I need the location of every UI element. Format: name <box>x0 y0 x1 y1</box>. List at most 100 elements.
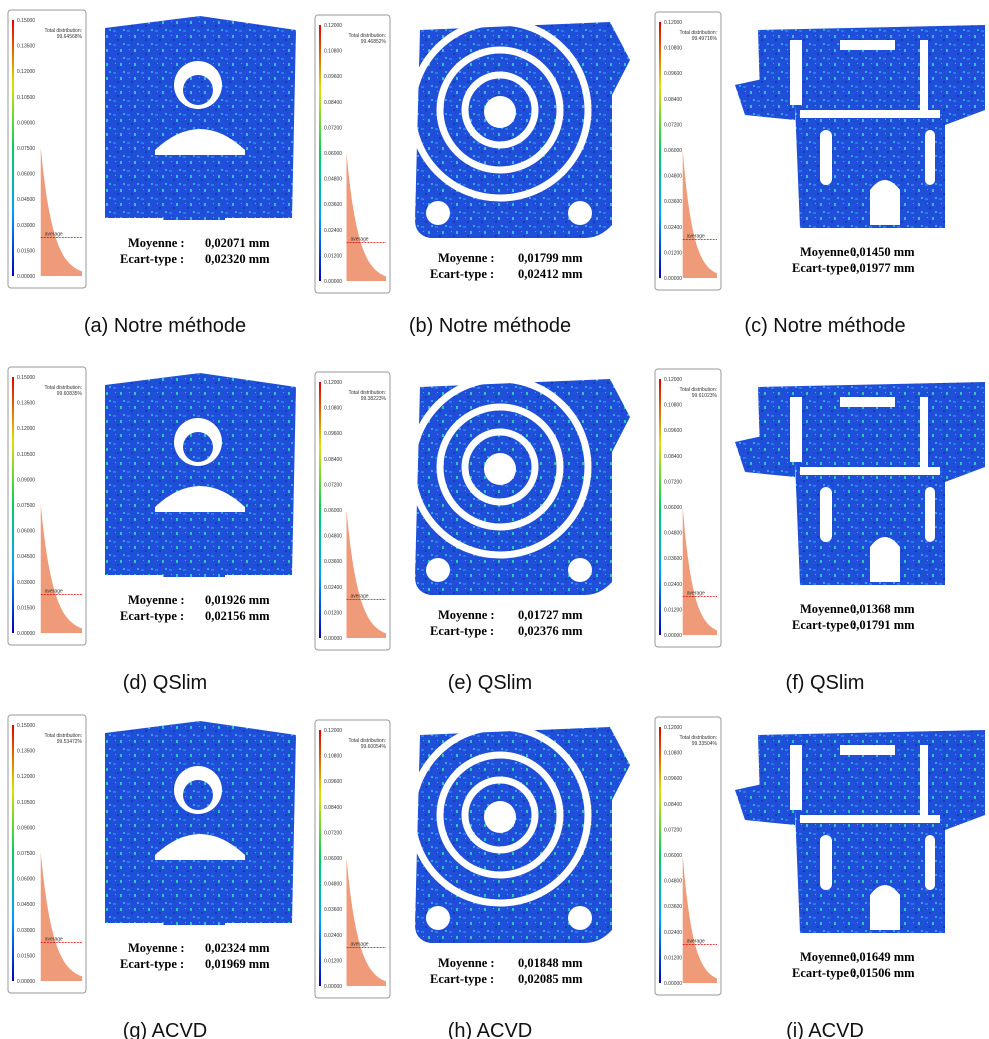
mean-label: Moyenne : <box>128 236 185 250</box>
mesh-hole <box>568 906 592 930</box>
scale-tick-label: 0.06000 <box>664 505 682 511</box>
mean-label: Moyenne : <box>128 941 185 955</box>
panel: 0.12000 0.10800 0.09600 0.08400 0.07200 0.060… <box>654 368 985 694</box>
scale-tick-label: 0.12000 <box>324 380 342 386</box>
histogram <box>346 858 386 986</box>
scale-tick-label: 0.04800 <box>324 177 342 183</box>
scale-tick-label: 0.12000 <box>324 23 342 29</box>
mean-label: Moyenne : <box>438 608 495 622</box>
scale-tick-label: 0.00000 <box>17 274 35 280</box>
scale-tick-label: 0.00000 <box>664 981 682 987</box>
scale-tick-label: 0.04800 <box>664 879 682 885</box>
scale-tick-label: 0.12000 <box>664 725 682 731</box>
scale-tick-label: 0.10500 <box>17 452 35 458</box>
caption: (a) Notre méthode <box>84 315 246 337</box>
scale-tick-label: 0.08400 <box>664 454 682 460</box>
caption: (d) QSlim <box>123 672 207 694</box>
scale-tick-label: 0.04500 <box>17 902 35 908</box>
scale-tick-label: 0.02400 <box>324 933 342 939</box>
scale-tick-label: 0.03600 <box>664 199 682 205</box>
scale-box <box>314 719 391 999</box>
total-value: 99.38223% <box>361 396 387 402</box>
mesh-gap <box>920 40 928 110</box>
scale-tick-label: 0.06000 <box>664 853 682 859</box>
scale-tick-label: 0.08400 <box>324 100 342 106</box>
mesh-ring <box>436 46 564 174</box>
color-bar <box>12 725 14 981</box>
histogram <box>40 853 82 981</box>
scale-tick-label: 0.13500 <box>17 401 35 407</box>
mesh-gap <box>925 487 935 542</box>
mesh-gap <box>920 397 928 467</box>
panel: 0.15000 0.13500 0.12000 0.10500 0.09000 0.075… <box>7 366 296 694</box>
scale-tick-label: 0.09600 <box>664 776 682 782</box>
mesh-hole <box>484 453 516 485</box>
mesh-ring <box>436 403 564 531</box>
mesh-surface <box>105 16 296 218</box>
total-label: Total distribution: <box>44 28 82 34</box>
mesh-hole <box>426 201 450 225</box>
mesh-gap <box>800 110 940 118</box>
std-label: Ecart-type : <box>792 618 856 632</box>
mesh-hole <box>568 201 592 225</box>
caption: (e) QSlim <box>448 672 532 694</box>
scale-tick-label: 0.08400 <box>664 97 682 103</box>
scale-tick-label: 0.12000 <box>17 426 35 432</box>
mean-value: 0,01926 mm <box>205 593 270 607</box>
mean-label: Moyenne : <box>438 251 495 265</box>
histogram <box>682 507 717 635</box>
scale-tick-label: 0.10500 <box>17 800 35 806</box>
mean-label: Moyenne : <box>438 956 495 970</box>
mesh-gap <box>925 835 935 890</box>
scale-tick-label: 0.02400 <box>324 228 342 234</box>
scale-tick-label: 0.15000 <box>17 375 35 381</box>
panel: 0.12000 0.10800 0.09600 0.08400 0.07200 0.060… <box>314 719 630 1039</box>
scale-tick-label: 0.12000 <box>664 377 682 383</box>
scale-box <box>654 716 722 996</box>
mesh-ring <box>408 18 592 202</box>
std-label: Ecart-type : <box>792 966 856 980</box>
caption: (f) QSlim <box>786 672 865 694</box>
scale-box <box>654 11 722 291</box>
scale-tick-label: 0.10800 <box>324 49 342 55</box>
scale-tick-label: 0.10800 <box>664 751 682 757</box>
panel: 0.12000 0.10800 0.09600 0.08400 0.07200 0.060… <box>654 11 985 337</box>
total-label: Total distribution: <box>679 735 717 741</box>
mesh-gap <box>840 397 895 407</box>
scale-tick-label: 0.00000 <box>664 633 682 639</box>
color-bar <box>659 379 661 635</box>
mesh-surface <box>105 373 296 575</box>
mesh-hole <box>484 801 516 833</box>
scale-tick-label: 0.04800 <box>324 882 342 888</box>
average-label: average <box>45 589 63 595</box>
scale-tick-label: 0.06000 <box>17 529 35 535</box>
std-value: 0,02412 mm <box>518 267 583 281</box>
total-value: 99.49716% <box>692 36 718 42</box>
scale-tick-label: 0.15000 <box>17 18 35 24</box>
mesh-surface <box>735 72 795 120</box>
mesh-gap <box>870 180 900 225</box>
mesh-surface <box>735 777 795 825</box>
scale-tick-label: 0.00000 <box>324 984 342 990</box>
scale-tick-label: 0.06000 <box>17 877 35 883</box>
scale-tick-label: 0.01200 <box>324 958 342 964</box>
mesh-hole-inner <box>183 75 213 105</box>
scale-tick-label: 0.03600 <box>324 559 342 565</box>
scale-tick-label: 0.02400 <box>664 582 682 588</box>
scale-tick-label: 0.09600 <box>664 428 682 434</box>
scale-tick-label: 0.00000 <box>17 631 35 637</box>
mesh-hole <box>568 558 592 582</box>
scale-tick-label: 0.04800 <box>664 531 682 537</box>
histogram <box>682 150 717 278</box>
scale-tick-label: 0.04800 <box>324 534 342 540</box>
total-label: Total distribution: <box>44 385 82 391</box>
mean-value: 0,02324 mm <box>205 941 270 955</box>
scale-tick-label: 0.06000 <box>17 172 35 178</box>
total-value: 99.46852% <box>361 39 387 45</box>
scale-tick-label: 0.09600 <box>324 74 342 80</box>
scale-tick-label: 0.03000 <box>17 223 35 229</box>
scale-tick-label: 0.02400 <box>664 930 682 936</box>
scale-tick-label: 0.06000 <box>324 508 342 514</box>
scale-tick-label: 0.08400 <box>664 802 682 808</box>
average-label: average <box>351 237 369 243</box>
